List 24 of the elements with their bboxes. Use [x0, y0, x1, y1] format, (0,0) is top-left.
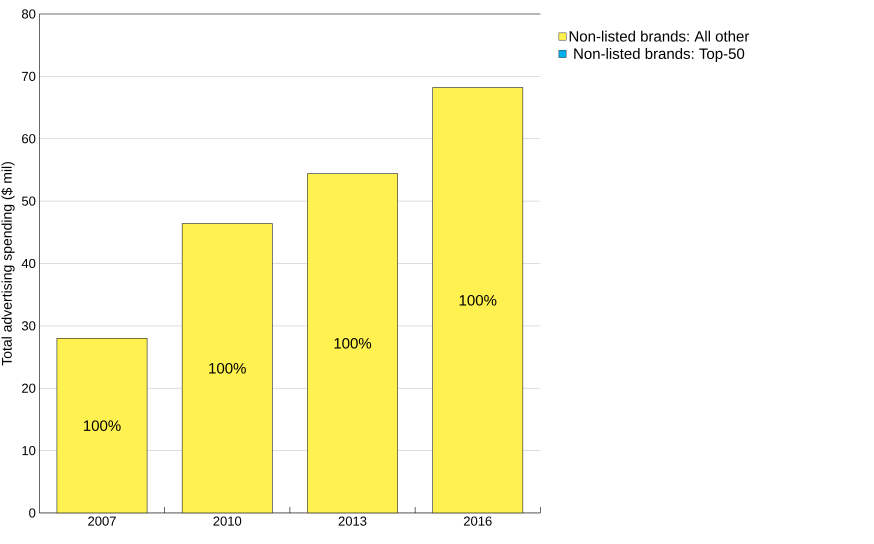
y-tick-label: 20 [22, 384, 36, 393]
annotation: 100% [460, 294, 496, 306]
y-tick-label: 60 [22, 134, 36, 144]
x-tick-label: 2013 [338, 516, 366, 526]
y-tick-label: 10 [22, 446, 36, 456]
bar [56, 338, 148, 514]
bar [182, 223, 273, 514]
y-tick-label: 50 [22, 196, 36, 206]
x-tick-label: 2007 [88, 516, 116, 526]
legend-label: Non-listed brands: All other [570, 30, 750, 42]
legend-label: Non-listed brands: Top-50 [574, 48, 744, 62]
x-tick-label: 2016 [464, 516, 492, 526]
y-tick-label: 40 [22, 258, 36, 268]
annotation: 100% [334, 338, 372, 349]
annotation: 100% [209, 362, 246, 374]
y-tick-label: 80 [22, 9, 36, 19]
y-axis-title: Total advertising spending ($ mil) [1, 162, 15, 366]
annotation: 100% [84, 420, 121, 431]
y-tick-label: 70 [22, 72, 36, 81]
y-tick-label: 0 [29, 508, 36, 518]
bar [307, 173, 398, 514]
bar [432, 87, 524, 514]
x-tick-label: 2010 [213, 516, 242, 526]
y-tick-label: 30 [22, 321, 36, 330]
